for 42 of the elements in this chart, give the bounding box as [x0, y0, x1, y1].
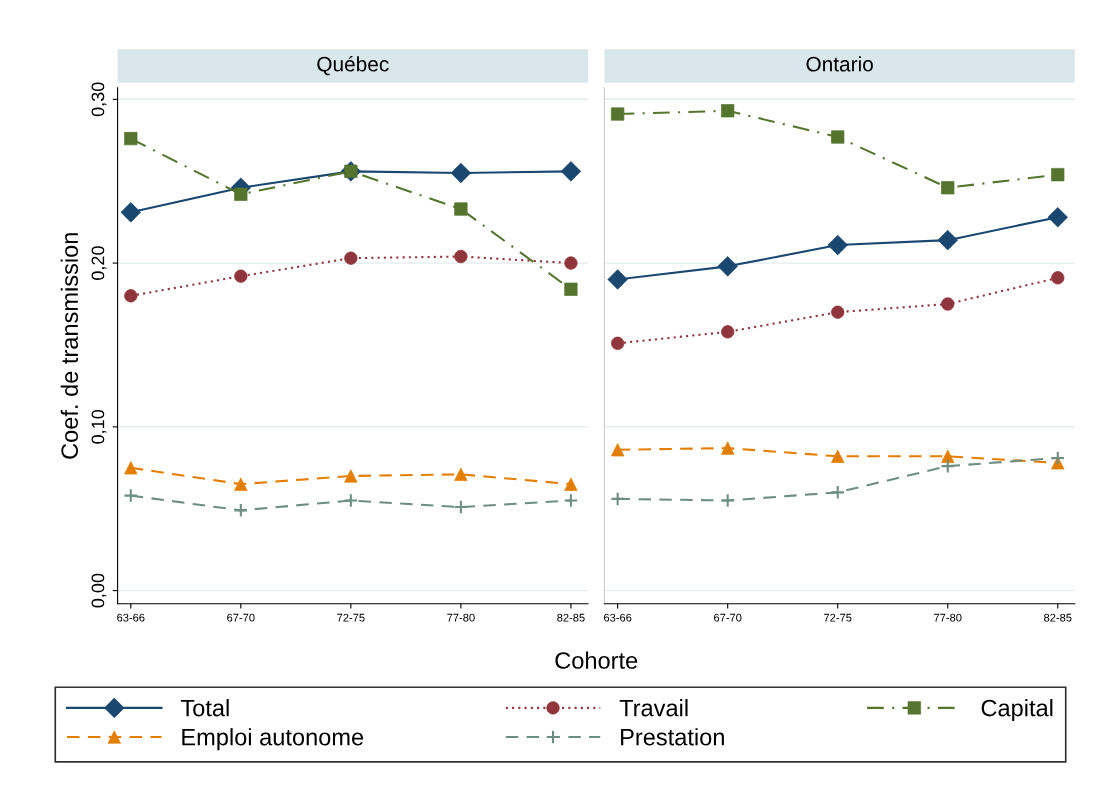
point — [1050, 450, 1066, 466]
x-tick-label: 82-85 — [1044, 613, 1072, 622]
x-tick-label: 63-66 — [117, 613, 145, 622]
y-axis-title: Coef. de transmission — [60, 233, 79, 459]
point — [454, 467, 468, 481]
point — [453, 499, 469, 515]
x-axis-title: Cohorte — [555, 651, 638, 669]
x-tick-label: 67-70 — [227, 613, 255, 622]
point — [343, 493, 359, 508]
point — [563, 493, 579, 508]
y-tick-label: 0,10 — [91, 409, 107, 444]
point — [1051, 168, 1065, 182]
legend-label: Emploi autonome — [182, 728, 364, 751]
point — [720, 493, 735, 508]
x-tick-label: 72-75 — [824, 613, 852, 622]
point — [234, 187, 248, 201]
point — [940, 458, 956, 474]
chart-title: Québec — [317, 55, 389, 76]
point — [827, 234, 848, 256]
legend-label: Capital — [981, 699, 1053, 722]
y-tick-label: 0,00 — [91, 573, 107, 608]
x-tick-label: 63-66 — [604, 613, 632, 622]
point — [233, 503, 249, 518]
y-tick-label: 0,20 — [91, 246, 107, 280]
point — [124, 132, 138, 146]
x-tick-label: 77-80 — [934, 613, 962, 622]
legend-label: Total — [180, 699, 229, 717]
x-tick-label: 77-80 — [447, 613, 475, 622]
point — [123, 488, 139, 503]
point — [560, 161, 582, 182]
chart-title: Ontario — [806, 56, 873, 72]
y-tick-label: 0,30 — [91, 82, 107, 117]
point — [1047, 207, 1068, 228]
legend-label: Prestation — [621, 728, 724, 746]
point — [941, 181, 955, 195]
x-tick-label: 72-75 — [337, 613, 365, 622]
legend-label: Travail — [619, 699, 688, 717]
x-tick-label: 82-85 — [557, 613, 585, 622]
x-tick-label: 67-70 — [714, 613, 742, 622]
point — [120, 202, 141, 223]
point — [610, 491, 625, 507]
point — [830, 485, 845, 500]
